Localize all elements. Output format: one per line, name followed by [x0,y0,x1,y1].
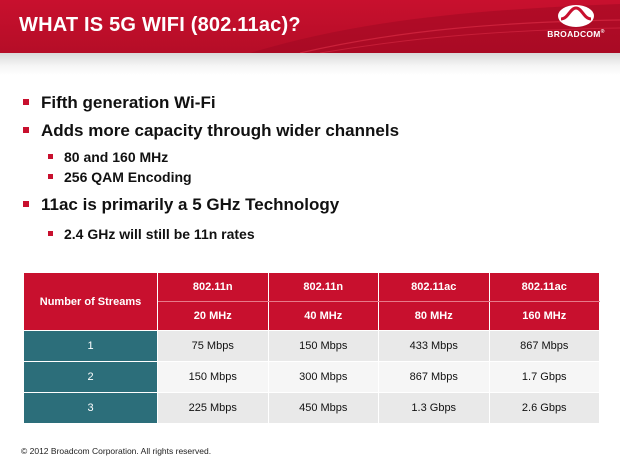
copyright-footer: © 2012 Broadcom Corporation. All rights … [21,446,212,456]
table-header-row: Number of Streams 802.11n 802.11n 802.11… [23,272,600,331]
column-channel-width: 40 MHz [267,301,379,331]
stream-count-cell: 3 [23,392,158,424]
slide-header: WHAT IS 5G WIFI (802.11ac)? BROADCOM® [0,0,620,53]
table-cell: 150 Mbps [267,330,379,362]
table-cell: 300 Mbps [267,361,379,393]
table-cell: 433 Mbps [378,330,490,362]
bullet-text: Fifth generation Wi-Fi [41,93,216,112]
sub-bullet-text: 80 and 160 MHz [64,149,169,165]
column-standard: 802.11n [157,272,269,302]
sub-bullet-text: 256 QAM Encoding [64,169,192,185]
column-channel-width: 160 MHz [488,301,600,331]
stream-count-cell: 1 [23,330,158,362]
stream-count-cell: 2 [23,361,158,393]
table-row: 2 150 Mbps 300 Mbps 867 Mbps 1.7 Gbps [23,361,600,393]
bullet-text: 11ac is primarily a 5 GHz Technology [41,195,340,214]
logo-wordmark: BROADCOM [547,29,601,39]
table-row: 1 75 Mbps 150 Mbps 433 Mbps 867 Mbps [23,330,600,362]
table-cell: 225 Mbps [157,392,269,424]
table-cell: 867 Mbps [488,330,600,362]
column-standard: 802.11ac [378,272,490,302]
sub-bullet-text: 2.4 GHz will still be 11n rates [64,226,255,242]
streams-header: Number of Streams [23,272,158,331]
table-cell: 1.3 Gbps [378,392,490,424]
column-standard: 802.11n [267,272,379,302]
broadcom-logo: BROADCOM® [542,4,610,48]
table-cell: 450 Mbps [267,392,379,424]
table-row: 3 225 Mbps 450 Mbps 1.3 Gbps 2.6 Gbps [23,392,600,424]
bullet-text: Adds more capacity through wider channel… [41,121,400,140]
column-channel-width: 20 MHz [157,301,269,331]
broadcom-logo-icon [558,5,594,27]
table-cell: 1.7 Gbps [488,361,600,393]
logo-registered-mark: ® [600,29,605,36]
header-shadow [0,53,620,75]
table-cell: 75 Mbps [157,330,269,362]
table-cell: 150 Mbps [157,361,269,393]
throughput-table: Number of Streams 802.11n 802.11n 802.11… [23,272,600,424]
table-cell: 2.6 Gbps [488,392,600,424]
slide-title: WHAT IS 5G WIFI (802.11ac)? [19,14,301,36]
table-cell: 867 Mbps [378,361,490,393]
column-channel-width: 80 MHz [378,301,490,331]
column-standard: 802.11ac [488,272,600,302]
